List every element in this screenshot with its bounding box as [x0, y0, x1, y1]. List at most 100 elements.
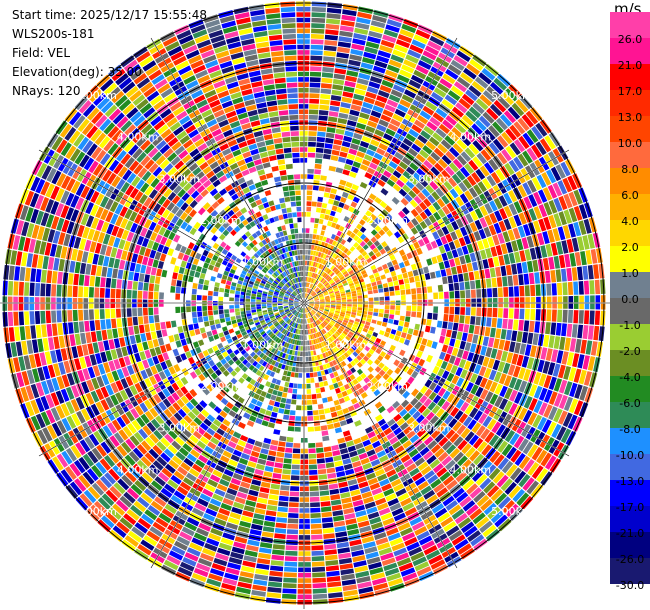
velocity-cell: [503, 254, 511, 265]
velocity-cell: [40, 212, 50, 227]
velocity-cell: [400, 527, 413, 537]
velocity-cell: [276, 511, 288, 518]
velocity-cell: [331, 240, 337, 246]
velocity-cell: [346, 308, 352, 312]
velocity-cell: [219, 287, 225, 293]
velocity-cell: [140, 456, 152, 467]
velocity-cell: [307, 294, 310, 299]
velocity-cell: [107, 422, 118, 435]
velocity-cell: [90, 504, 104, 518]
velocity-cell: [438, 351, 446, 360]
velocity-cell: [488, 158, 499, 171]
velocity-cell: [134, 352, 142, 363]
velocity-cell: [155, 517, 169, 528]
velocity-cell: [444, 94, 458, 106]
velocity-cell: [65, 484, 79, 499]
velocity-cell: [212, 419, 222, 427]
velocity-cell: [492, 138, 505, 151]
velocity-cell: [488, 369, 497, 381]
velocity-cell: [272, 305, 278, 308]
velocity-cell: [320, 303, 325, 305]
velocity-cell: [564, 381, 573, 396]
velocity-cell: [182, 443, 193, 453]
velocity-cell: [380, 188, 389, 196]
velocity-cell: [51, 323, 58, 336]
velocity-cell: [314, 297, 319, 300]
velocity-cell: [295, 306, 300, 310]
velocity-cell: [324, 310, 329, 313]
velocity-cell: [147, 257, 154, 267]
velocity-cell: [528, 208, 537, 221]
velocity-cell: [207, 347, 214, 355]
velocity-cell: [235, 342, 242, 349]
velocity-cell: [30, 176, 41, 192]
velocity-cell: [527, 462, 540, 476]
velocity-cell: [185, 472, 197, 482]
velocity-cell: [97, 497, 111, 510]
velocity-cell: [474, 219, 483, 230]
velocity-cell: [342, 280, 347, 285]
velocity-cell: [314, 268, 318, 273]
velocity-cell: [401, 254, 408, 262]
velocity-cell: [398, 320, 405, 327]
velocity-cell: [386, 64, 400, 74]
velocity-cell: [299, 313, 302, 318]
velocity-cell: [267, 304, 272, 306]
velocity-cell: [160, 437, 171, 448]
velocity-cell: [274, 384, 280, 391]
velocity-cell: [324, 143, 333, 149]
velocity-cell: [419, 178, 429, 188]
velocity-cell: [373, 289, 379, 294]
velocity-cell: [453, 185, 464, 196]
velocity-cell: [465, 110, 478, 123]
velocity-cell: [513, 121, 526, 135]
velocity-cell: [291, 350, 296, 356]
velocity-cell: [319, 295, 324, 298]
velocity-cell: [281, 474, 291, 480]
velocity-cell: [116, 461, 128, 474]
velocity-cell: [187, 411, 197, 420]
velocity-cell: [368, 308, 374, 312]
velocity-cell: [317, 126, 327, 132]
velocity-cell: [505, 145, 517, 159]
velocity-cell: [182, 254, 190, 262]
velocity-cell: [306, 271, 308, 277]
velocity-cell: [349, 246, 356, 252]
velocity-cell: [106, 267, 113, 278]
velocity-cell: [92, 365, 101, 377]
velocity-cell: [341, 306, 347, 309]
velocity-cell: [166, 385, 175, 395]
velocity-cell: [173, 234, 181, 243]
velocity-cell: [367, 477, 379, 486]
velocity-cell: [548, 256, 555, 270]
velocity-cell: [209, 568, 225, 577]
velocity-cell: [389, 333, 395, 340]
velocity-cell: [307, 152, 316, 158]
velocity-cell: [279, 490, 290, 496]
velocity-cell: [186, 401, 195, 411]
velocity-cell: [289, 314, 294, 319]
velocity-cell: [356, 576, 371, 584]
velocity-cell: [313, 307, 318, 311]
velocity-cell: [484, 391, 494, 403]
velocity-cell: [335, 387, 341, 394]
velocity-cell: [336, 392, 343, 399]
velocity-cell: [333, 382, 339, 389]
velocity-cell: [414, 323, 420, 331]
velocity-cell: [56, 310, 62, 323]
velocity-cell: [405, 316, 411, 323]
velocity-cell: [521, 355, 529, 368]
velocity-cell: [309, 255, 313, 261]
velocity-cell: [70, 399, 80, 412]
velocity-cell: [417, 60, 432, 70]
velocity-cell: [285, 550, 298, 556]
velocity-cell: [250, 523, 263, 531]
velocity-cell: [558, 410, 568, 425]
velocity-cell: [413, 424, 423, 434]
velocity-cell: [309, 300, 314, 302]
velocity-cell: [577, 266, 583, 281]
velocity-cell: [108, 235, 116, 247]
velocity-cell: [271, 347, 276, 353]
velocity-cell: [30, 383, 40, 399]
velocity-cell: [279, 293, 284, 296]
